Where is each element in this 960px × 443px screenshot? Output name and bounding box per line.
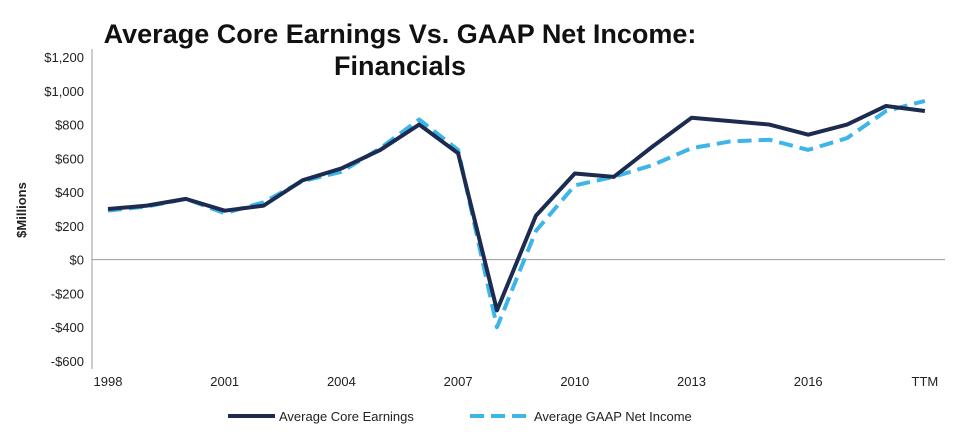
x-tick-label: 2013 [677, 374, 706, 389]
legend-label-gaap: Average GAAP Net Income [534, 409, 692, 424]
series-line-core-earnings [107, 103, 926, 313]
y-tick-label: $1,000 [44, 84, 84, 99]
y-tick-label: $1,200 [44, 50, 84, 65]
x-tick-label: 2010 [560, 374, 589, 389]
legend: Average Core Earnings Average GAAP Net I… [228, 409, 692, 424]
series-line-gaap-net-income [107, 98, 926, 330]
y-tick-label: -$200 [51, 286, 84, 301]
x-tick-label: 2001 [210, 374, 239, 389]
x-tick-label: 2016 [794, 374, 823, 389]
chart-title-line2: Financials [333, 51, 467, 81]
legend-label-core: Average Core Earnings [279, 409, 414, 424]
chart-title: Average Core Earnings Vs. GAAP Net Incom… [0, 18, 800, 82]
y-tick-label: $0 [70, 253, 84, 268]
y-tick-label: $400 [55, 185, 84, 200]
x-tick-label: 2007 [444, 374, 473, 389]
x-tick-label: TTM [912, 374, 939, 389]
chart-title-line1: Average Core Earnings Vs. GAAP Net Incom… [103, 19, 697, 49]
y-tick-label: $800 [55, 118, 84, 133]
x-tick-label: 2004 [327, 374, 356, 389]
x-tick-label: 1998 [94, 374, 123, 389]
y-tick-label: $200 [55, 219, 84, 234]
y-axis-label: $Millions [14, 182, 29, 238]
y-tick-label: -$400 [51, 320, 84, 335]
y-tick-label: $600 [55, 151, 84, 166]
y-tick-label: -$600 [51, 354, 84, 369]
